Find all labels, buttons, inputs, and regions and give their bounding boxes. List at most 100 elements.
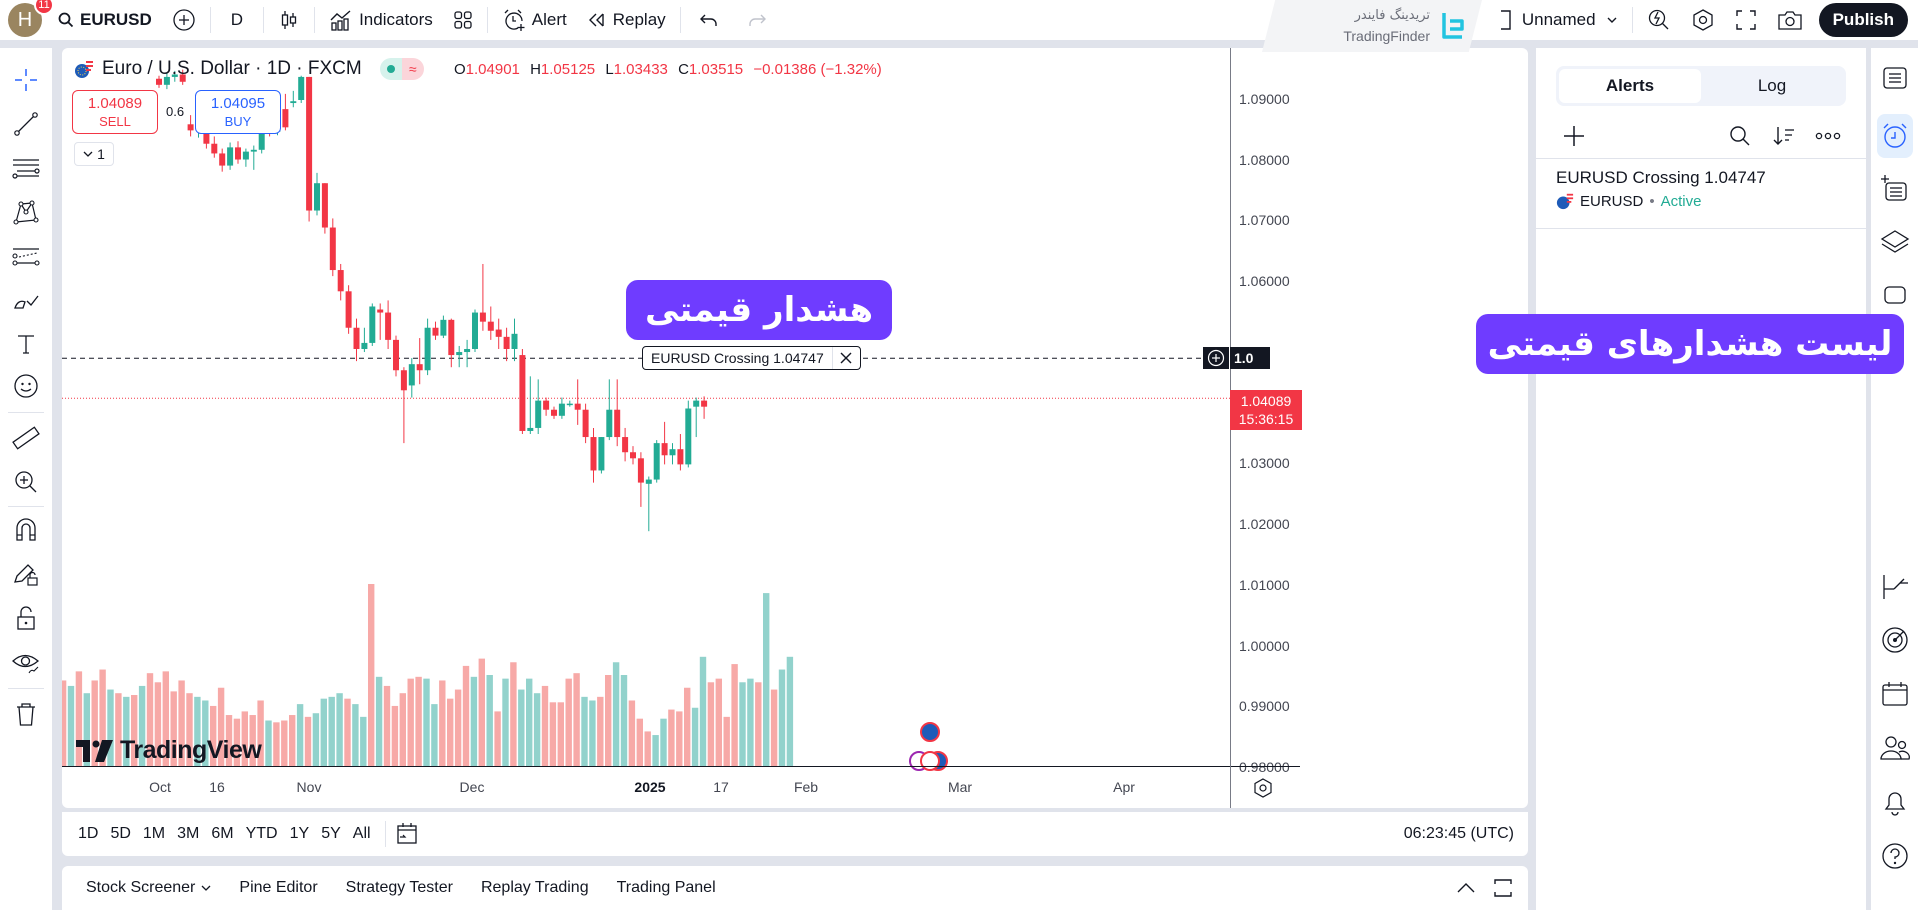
pattern-tool[interactable] <box>10 196 42 228</box>
range-5y[interactable]: 5Y <box>321 825 341 842</box>
tab-strategy-tester[interactable]: Strategy Tester <box>332 879 467 897</box>
snapshot-button[interactable] <box>1767 0 1813 40</box>
remove-drawings-tool[interactable] <box>10 698 42 730</box>
range-5d[interactable]: 5D <box>110 825 131 842</box>
volume-bar <box>138 685 146 766</box>
symbol-search-button[interactable]: EURUSD <box>48 0 162 40</box>
brush-tool[interactable] <box>10 284 42 316</box>
bar-countdown: 15:36:15 <box>1238 411 1294 428</box>
range-3m[interactable]: 3M <box>177 825 200 842</box>
chat-icon <box>1884 286 1906 304</box>
tab-alerts[interactable]: Alerts <box>1559 69 1701 103</box>
tradingview-logo[interactable]: TradingView <box>76 736 262 765</box>
settings-button[interactable] <box>1681 0 1725 40</box>
interval-button[interactable]: D <box>215 0 259 40</box>
range-6m[interactable]: 6M <box>211 825 234 842</box>
help-button[interactable] <box>1877 838 1913 874</box>
chart-type-button[interactable] <box>268 0 310 40</box>
range-divider <box>384 821 386 847</box>
volume-bar <box>178 680 185 766</box>
calendar-button[interactable] <box>1877 676 1913 712</box>
volume-bar <box>462 665 470 766</box>
quick-search-button[interactable] <box>1637 0 1681 40</box>
range-1y[interactable]: 1Y <box>289 825 310 842</box>
economic-events-markers[interactable] <box>909 722 948 771</box>
lock-all-tool[interactable] <box>10 602 42 634</box>
undo-button[interactable] <box>685 0 733 40</box>
lock-drawings-tool[interactable] <box>10 558 42 590</box>
buy-button[interactable]: 1.04095 BUY <box>195 90 281 134</box>
maximize-panel-icon[interactable] <box>1492 877 1514 899</box>
layout-button[interactable]: Unnamed <box>1490 0 1628 40</box>
price-alert-overlay-text: هشدار قیمتی <box>644 290 874 330</box>
watchlist-button[interactable] <box>1877 60 1913 96</box>
time-axis[interactable]: Oct 16 Nov Dec 2025 17 Feb Mar Apr <box>62 766 1300 808</box>
time-tick: Mar <box>947 779 973 795</box>
alert-button[interactable]: Alert <box>492 0 577 40</box>
compare-symbol-button[interactable] <box>162 0 206 40</box>
templates-button[interactable] <box>443 0 483 40</box>
chat-button[interactable] <box>1877 280 1913 316</box>
goto-date-icon[interactable] <box>394 821 420 847</box>
layers-button[interactable] <box>1877 224 1913 260</box>
volume-bar <box>383 685 391 766</box>
crosshair-tool[interactable] <box>10 64 42 96</box>
price-chart-canvas[interactable] <box>62 48 1528 808</box>
sort-alerts-button[interactable] <box>1766 118 1802 154</box>
tab-replay-trading[interactable]: Replay Trading <box>467 879 603 897</box>
sell-price: 1.04089 <box>87 95 143 112</box>
chevron-up-icon[interactable] <box>1454 876 1478 900</box>
search-alerts-button[interactable] <box>1722 118 1758 154</box>
alert-list-item[interactable]: EURUSD Crossing 1.04747 EURUSD • Active <box>1536 160 1866 228</box>
market-status-pill[interactable]: ≈ <box>379 58 424 80</box>
redo-button[interactable] <box>733 0 781 40</box>
fib-retracement-tool[interactable] <box>10 152 42 184</box>
volume-bar <box>620 675 628 766</box>
symbol-title[interactable]: Euro / U.S. Dollar · 1D · FXCM <box>102 58 362 79</box>
candle <box>290 90 297 108</box>
buy-price: 1.04095 <box>210 95 266 112</box>
ideas-button[interactable] <box>1877 622 1913 658</box>
trend-line-tool[interactable] <box>10 108 42 140</box>
time-tick: Feb <box>793 779 819 795</box>
alerts-button[interactable] <box>1877 114 1913 158</box>
range-1d[interactable]: 1D <box>78 825 99 842</box>
divider <box>1536 158 1866 159</box>
axis-settings-icon[interactable] <box>1252 777 1274 799</box>
fullscreen-button[interactable] <box>1725 0 1767 40</box>
tab-stock-screener[interactable]: Stock Screener <box>72 879 225 897</box>
candle <box>511 318 518 362</box>
toolbar-divider <box>8 688 44 689</box>
zoom-in-tool[interactable] <box>10 466 42 498</box>
tab-pine-editor[interactable]: Pine Editor <box>225 879 331 897</box>
chart-area[interactable]: Euro / U.S. Dollar · 1D · FXCM ≈ O1.0490… <box>62 48 1528 808</box>
add-alert-plus-button[interactable] <box>1203 347 1229 370</box>
publish-button[interactable]: Publish <box>1818 3 1908 37</box>
trading-button[interactable] <box>1877 568 1913 604</box>
more-options-button[interactable] <box>1810 118 1846 154</box>
chart-alert-label[interactable]: EURUSD Crossing 1.04747 <box>642 346 861 371</box>
collapse-legend-button[interactable]: 1 <box>74 142 114 166</box>
community-button[interactable] <box>1877 730 1913 766</box>
magnet-tool[interactable] <box>10 514 42 546</box>
object-tree-button[interactable] <box>1877 170 1913 206</box>
measure-tool[interactable] <box>10 422 42 454</box>
range-all[interactable]: All <box>352 825 371 842</box>
tab-trading-panel[interactable]: Trading Panel <box>603 879 730 897</box>
create-alert-button[interactable] <box>1556 118 1592 154</box>
indicators-button[interactable]: Indicators <box>319 0 443 40</box>
emoji-tool[interactable] <box>10 370 42 402</box>
volume-bar <box>344 698 351 766</box>
utc-clock[interactable]: 06:23:45 (UTC) <box>1403 825 1514 842</box>
hide-drawings-tool[interactable] <box>10 646 42 678</box>
remove-alert-button[interactable] <box>831 347 860 370</box>
tab-log[interactable]: Log <box>1757 76 1787 95</box>
range-ytd[interactable]: YTD <box>245 825 278 842</box>
range-1m[interactable]: 1M <box>142 825 166 842</box>
user-avatar[interactable]: H 11 <box>8 0 54 37</box>
notifications-button[interactable] <box>1877 784 1913 820</box>
sell-button[interactable]: 1.04089 SELL <box>72 90 158 134</box>
replay-button[interactable]: Replay <box>577 0 676 40</box>
text-tool[interactable] <box>10 328 42 360</box>
forecast-tool[interactable] <box>10 240 42 272</box>
